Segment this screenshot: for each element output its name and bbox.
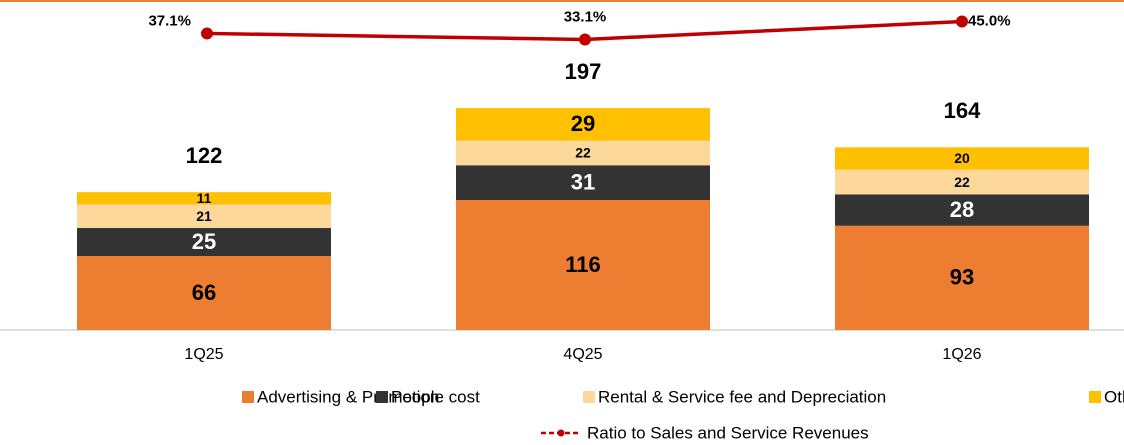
legend-swatch xyxy=(583,391,595,403)
segment-label: 20 xyxy=(954,150,970,166)
ratio-point xyxy=(201,27,213,40)
segment-label: 22 xyxy=(575,145,591,161)
segment-label: 22 xyxy=(954,174,970,190)
legend-swatch xyxy=(242,391,254,403)
ratio-point xyxy=(956,15,968,28)
bar-segment xyxy=(835,147,1089,170)
legend-label: Others xyxy=(1104,387,1124,406)
segment-label: 11 xyxy=(197,190,212,206)
total-label: 122 xyxy=(186,143,223,168)
bar-segment xyxy=(77,228,331,257)
bar-segment xyxy=(77,204,331,229)
segment-label: 93 xyxy=(950,265,974,290)
bar-segment xyxy=(456,200,710,330)
ratio-point xyxy=(579,33,591,46)
legend-label: Rental & Service fee and Depreciation xyxy=(598,387,886,406)
legend-dot xyxy=(557,429,565,437)
bar-segment xyxy=(456,165,710,200)
legend-label: Ratio to Sales and Service Revenues xyxy=(587,423,869,442)
segment-label: 66 xyxy=(192,280,216,305)
x-tick-label: 1Q26 xyxy=(942,346,981,363)
legend-swatch xyxy=(1089,391,1101,403)
bar-segment xyxy=(835,194,1089,226)
bar-segment xyxy=(77,192,331,205)
segment-label: 31 xyxy=(571,169,595,194)
segment-label: 25 xyxy=(192,229,216,254)
ratio-label: 37.1% xyxy=(148,12,191,29)
ratio-label: 33.1% xyxy=(564,8,607,25)
bar-segment xyxy=(77,256,331,330)
segment-label: 116 xyxy=(565,252,601,277)
segment-label: 21 xyxy=(196,208,212,224)
legend-label: People cost xyxy=(391,387,480,406)
bar-segment xyxy=(456,108,710,141)
total-label: 164 xyxy=(944,98,981,123)
segment-label: 29 xyxy=(571,111,595,136)
total-label: 197 xyxy=(565,59,602,84)
x-tick-label: 4Q25 xyxy=(563,346,602,363)
bar-segment xyxy=(835,225,1089,330)
segment-label: 28 xyxy=(950,197,974,222)
bar-segment xyxy=(456,140,710,166)
legend-swatch xyxy=(376,391,388,403)
legend-label: Advertising & Promotion xyxy=(257,387,439,406)
bar-segment xyxy=(835,169,1089,195)
ratio-label: 45.0% xyxy=(968,13,1011,30)
x-tick-label: 1Q25 xyxy=(184,346,223,363)
